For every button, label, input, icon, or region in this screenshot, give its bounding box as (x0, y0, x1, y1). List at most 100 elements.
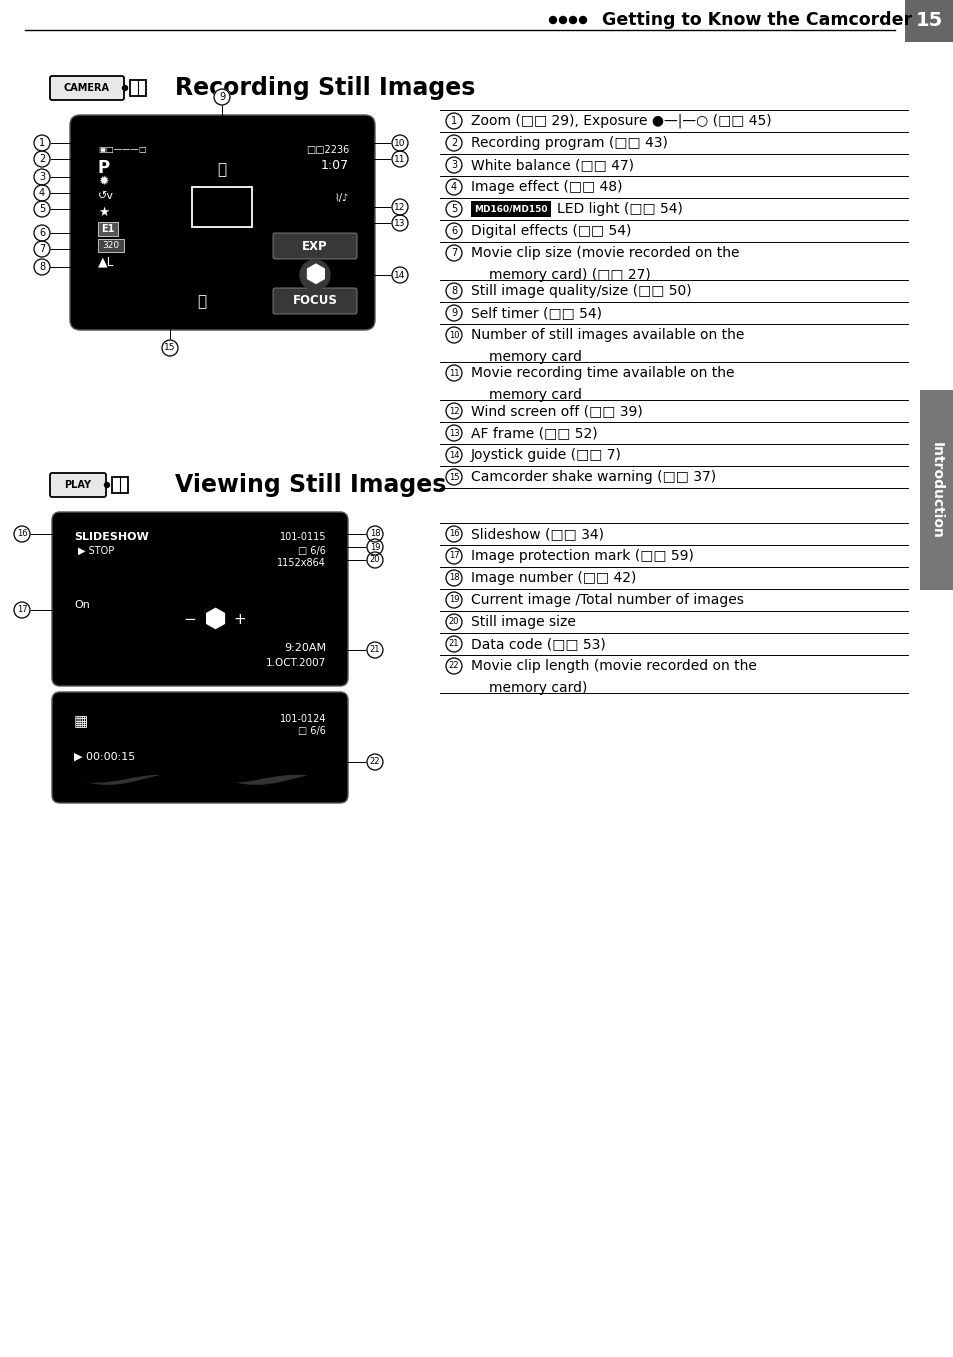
FancyBboxPatch shape (70, 115, 375, 330)
Text: P: P (98, 159, 110, 176)
Text: E1: E1 (101, 224, 114, 233)
Text: 22: 22 (448, 661, 458, 670)
Text: 12: 12 (448, 407, 458, 415)
Text: Getting to Know the Camcorder: Getting to Know the Camcorder (601, 11, 911, 28)
Text: +: + (233, 612, 246, 627)
Circle shape (558, 16, 566, 23)
Text: Movie recording time available on the: Movie recording time available on the (471, 366, 734, 380)
Text: 9: 9 (218, 92, 225, 102)
Circle shape (446, 570, 461, 586)
Bar (192, 187, 252, 227)
Circle shape (446, 246, 461, 261)
Text: SLIDESHOW: SLIDESHOW (74, 532, 149, 541)
Text: 8: 8 (39, 262, 45, 271)
Text: 15: 15 (915, 11, 942, 30)
FancyBboxPatch shape (52, 692, 348, 803)
Text: ⌇/♪: ⌇/♪ (335, 193, 349, 204)
Text: ▶ 00:00:15: ▶ 00:00:15 (74, 752, 135, 763)
Text: Movie clip size (movie recorded on the: Movie clip size (movie recorded on the (471, 246, 739, 261)
Text: Image protection mark (□□ 59): Image protection mark (□□ 59) (471, 550, 693, 563)
Text: 19: 19 (370, 543, 380, 551)
Circle shape (392, 199, 408, 214)
Text: 6: 6 (451, 227, 456, 236)
Text: Number of still images available on the: Number of still images available on the (471, 328, 743, 342)
Circle shape (446, 403, 461, 419)
Text: 101-0115: 101-0115 (279, 532, 326, 541)
Text: Wind screen off (□□ 39): Wind screen off (□□ 39) (471, 404, 642, 418)
Circle shape (446, 636, 461, 651)
Text: memory card): memory card) (489, 681, 587, 695)
Text: White balance (□□ 47): White balance (□□ 47) (471, 157, 634, 172)
Text: 4: 4 (451, 182, 456, 191)
Text: ⏱: ⏱ (217, 163, 226, 178)
Text: 15: 15 (164, 343, 175, 353)
Text: 7: 7 (451, 248, 456, 258)
Text: Introduction: Introduction (929, 441, 943, 539)
Text: Image number (□□ 42): Image number (□□ 42) (471, 571, 636, 585)
Text: 1: 1 (39, 138, 45, 148)
Circle shape (105, 483, 110, 487)
Text: 9:20AM: 9:20AM (284, 643, 326, 653)
Text: PLAY: PLAY (65, 480, 91, 490)
Circle shape (446, 527, 461, 541)
Text: Camcorder shake warning (□□ 37): Camcorder shake warning (□□ 37) (471, 470, 716, 484)
Bar (471, 201, 551, 217)
Circle shape (446, 305, 461, 322)
Text: 2: 2 (39, 153, 45, 164)
Text: Slideshow (□□ 34): Slideshow (□□ 34) (471, 527, 603, 541)
Circle shape (446, 592, 461, 608)
Text: ▣□———□: ▣□———□ (98, 145, 147, 153)
Circle shape (446, 134, 461, 151)
Circle shape (367, 552, 382, 569)
Text: □ 6/6: □ 6/6 (297, 546, 326, 556)
Text: □□2236: □□2236 (305, 145, 349, 155)
Text: 4: 4 (39, 189, 45, 198)
Bar (98, 239, 124, 252)
Text: Joystick guide (□□ 7): Joystick guide (□□ 7) (471, 448, 621, 461)
Circle shape (578, 16, 586, 23)
Text: Zoom (□□ 29), Exposure ●—|—○ (□□ 45): Zoom (□□ 29), Exposure ●—|—○ (□□ 45) (471, 114, 771, 129)
Circle shape (34, 242, 50, 256)
Circle shape (122, 85, 128, 91)
Circle shape (34, 201, 50, 217)
Text: 16: 16 (448, 529, 458, 539)
Circle shape (569, 16, 576, 23)
Circle shape (446, 658, 461, 674)
Bar (98, 223, 118, 236)
Text: 101-0124: 101-0124 (279, 714, 326, 725)
Circle shape (392, 151, 408, 167)
Circle shape (446, 470, 461, 484)
Text: 13: 13 (448, 429, 458, 437)
Text: 14: 14 (448, 451, 458, 460)
Text: LED light (□□ 54): LED light (□□ 54) (557, 202, 682, 216)
Circle shape (34, 170, 50, 185)
Text: ▦: ▦ (74, 714, 89, 729)
Text: 1:07: 1:07 (320, 159, 349, 172)
Text: 11: 11 (394, 155, 405, 163)
Circle shape (392, 267, 408, 284)
Circle shape (392, 134, 408, 151)
Text: FOCUS: FOCUS (293, 294, 337, 308)
Circle shape (367, 527, 382, 541)
Circle shape (446, 446, 461, 463)
Circle shape (446, 425, 461, 441)
Text: ▶ STOP: ▶ STOP (78, 546, 114, 556)
Text: 3: 3 (451, 160, 456, 170)
Text: Still image size: Still image size (471, 615, 576, 630)
Text: 5: 5 (39, 204, 45, 214)
Text: 20: 20 (370, 555, 380, 565)
Text: 1: 1 (451, 115, 456, 126)
Circle shape (299, 261, 330, 290)
Text: EXP: EXP (302, 239, 328, 252)
Bar (130, 80, 146, 96)
Text: AF frame (□□ 52): AF frame (□□ 52) (471, 426, 597, 440)
Circle shape (446, 113, 461, 129)
Circle shape (446, 179, 461, 195)
Circle shape (446, 157, 461, 172)
Text: 10: 10 (394, 138, 405, 148)
Bar (919, 389, 953, 590)
Text: □ 6/6: □ 6/6 (297, 726, 326, 735)
Text: 19: 19 (448, 596, 458, 604)
Text: On: On (74, 600, 90, 611)
Text: 6: 6 (39, 228, 45, 237)
